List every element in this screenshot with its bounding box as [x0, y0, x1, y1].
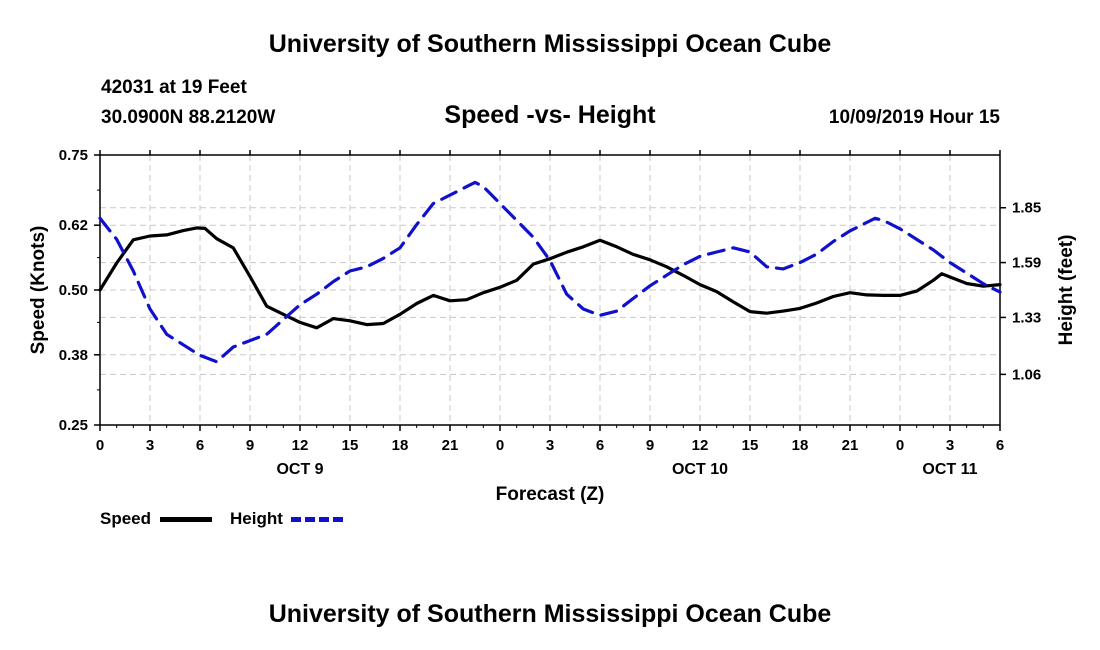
- x-tick-label: 3: [546, 437, 554, 454]
- x-tick-label: 0: [496, 437, 504, 454]
- y-left-tick-label: 0.75: [59, 147, 88, 164]
- chart-subtitle: Speed -vs- Height: [444, 101, 656, 129]
- x-tick-label: 0: [96, 437, 104, 454]
- x-tick-label: 6: [196, 437, 204, 454]
- x-tick-label: 9: [646, 437, 654, 454]
- y-axis-right-title: Height (feet): [1056, 235, 1077, 346]
- x-tick-label: 3: [946, 437, 954, 454]
- x-tick-label: 21: [842, 437, 859, 454]
- x-tick-label: 3: [146, 437, 154, 454]
- x-tick-label: 9: [246, 437, 254, 454]
- x-tick-label: 15: [342, 437, 359, 454]
- y-left-tick-label: 0.62: [59, 217, 88, 234]
- y-axis-left-title: Speed (Knots): [28, 226, 49, 355]
- legend-height-label: Height: [230, 509, 283, 528]
- y-left-tick-label: 0.38: [59, 347, 88, 364]
- legend-speed-swatch: [160, 517, 212, 522]
- date-label: OCT 11: [922, 461, 977, 478]
- station-label: 42031 at 19 Feet: [101, 77, 247, 98]
- date-label: OCT 10: [672, 461, 728, 478]
- x-axis-title: Forecast (Z): [496, 484, 605, 505]
- x-tick-label: 12: [692, 437, 709, 454]
- series-line-speed: [98, 226, 1002, 330]
- date-label: OCT 9: [276, 461, 323, 478]
- series-line-height: [98, 180, 1002, 364]
- coordinates-label: 30.0900N 88.2120W: [101, 107, 276, 128]
- legend-speed-label: Speed: [100, 509, 152, 528]
- x-tick-label: 0: [896, 437, 904, 454]
- forecast-datetime: 10/09/2019 Hour 15: [828, 107, 1000, 128]
- x-tick-label: 15: [742, 437, 759, 454]
- legend-height-swatch: [291, 517, 343, 522]
- x-tick-label: 12: [292, 437, 309, 454]
- x-tick-label: 18: [392, 437, 409, 454]
- x-tick-label: 6: [996, 437, 1004, 454]
- y-right-tick-label: 1.85: [1012, 200, 1041, 217]
- chart-title: University of Southern Mississippi Ocean…: [268, 30, 832, 58]
- x-tick-label: 6: [596, 437, 604, 454]
- y-right-tick-label: 1.06: [1012, 366, 1041, 383]
- y-left-tick-label: 0.25: [59, 417, 88, 434]
- y-right-tick-label: 1.59: [1012, 255, 1041, 272]
- footer-title: University of Southern Mississippi Ocean…: [268, 600, 832, 628]
- x-tick-label: 18: [792, 437, 809, 454]
- y-right-tick-label: 1.33: [1012, 309, 1041, 326]
- x-tick-label: 21: [442, 437, 459, 454]
- y-left-tick-label: 0.50: [59, 282, 88, 299]
